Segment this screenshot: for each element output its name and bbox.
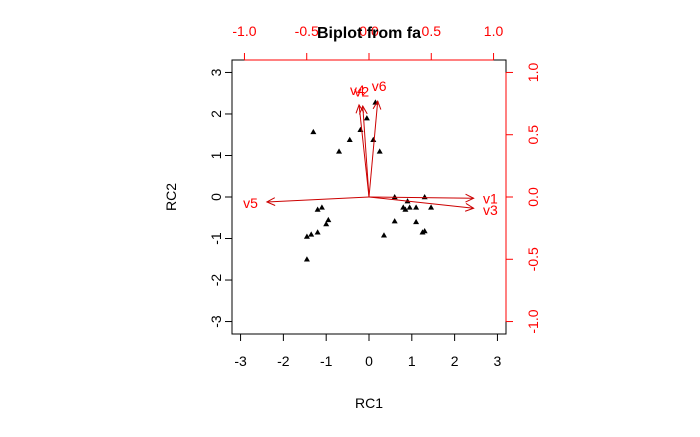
score-point <box>325 216 332 223</box>
x-axis-label: RC1 <box>355 395 383 411</box>
loading-label: v2 <box>354 84 369 100</box>
score-point <box>314 206 321 212</box>
loading-arrow-v1: v1 <box>368 190 498 206</box>
loading-arrow-v6: v6 <box>368 78 387 198</box>
arrow-shaft <box>362 106 370 198</box>
right-axis: -1.0 -0.5 0.0 0.5 1.0 <box>505 63 541 334</box>
loading-label: v3 <box>483 202 498 218</box>
left-tick-label: -2 <box>208 274 224 287</box>
top-tick-label: 0.5 <box>422 23 442 39</box>
right-tick-label: -0.5 <box>525 247 541 271</box>
right-tick-label: 0.5 <box>525 125 541 145</box>
score-point <box>318 204 325 210</box>
score-point <box>363 115 370 121</box>
loading-arrows: v1 v2 v3 v4 v5 v6 <box>243 78 498 218</box>
right-tick-label: 1.0 <box>525 63 541 83</box>
score-point <box>402 206 409 212</box>
score-point <box>308 231 315 237</box>
top-tick-label: -1.0 <box>232 23 256 39</box>
left-tick-label: 1 <box>208 151 224 159</box>
left-axis: -3 -2 -1 0 1 2 3 <box>208 68 233 328</box>
arrow-head <box>355 103 365 114</box>
score-point <box>357 126 364 132</box>
right-tick-label: -1.0 <box>525 309 541 333</box>
top-tick-label: -0.5 <box>295 23 319 39</box>
loading-label: v6 <box>372 78 387 94</box>
score-point <box>428 204 435 210</box>
score-point <box>370 136 377 142</box>
bottom-tick-label: -2 <box>277 353 290 369</box>
score-point <box>413 204 420 210</box>
loading-arrow-v2: v2 <box>354 84 370 198</box>
bottom-tick-label: -1 <box>320 353 333 369</box>
arrow-head <box>372 99 382 110</box>
score-point <box>419 229 426 235</box>
loading-arrow-v3: v3 <box>368 196 498 218</box>
left-tick-label: -3 <box>208 315 224 328</box>
loading-arrow-v4: v4 <box>350 82 370 198</box>
top-tick-label: 0.0 <box>359 23 379 39</box>
score-point <box>336 148 343 154</box>
score-point <box>323 220 330 227</box>
bottom-tick-label: 2 <box>451 353 459 369</box>
score-point <box>391 218 398 224</box>
score-point <box>303 233 310 239</box>
bottom-tick-label: 1 <box>408 353 416 369</box>
bottom-tick-label: -3 <box>234 353 247 369</box>
score-point <box>376 148 383 154</box>
loading-label: v1 <box>483 190 498 206</box>
left-tick-label: 2 <box>208 110 224 118</box>
arrow-shaft <box>358 104 370 198</box>
y-axis-label: RC2 <box>163 183 179 211</box>
arrow-head <box>465 193 475 203</box>
score-point <box>346 136 353 142</box>
loading-arrow-v5: v5 <box>243 195 370 211</box>
score-point <box>406 204 413 210</box>
arrow-shaft <box>368 196 474 209</box>
chart-title: Biplot from fa <box>317 25 421 42</box>
left-tick-label: 0 <box>208 193 224 201</box>
score-point <box>310 128 317 135</box>
score-point <box>314 229 321 235</box>
arrow-shaft <box>368 101 379 198</box>
arrow-head <box>464 203 475 212</box>
arrow-shaft <box>266 196 370 203</box>
right-tick-label: 0.0 <box>525 187 541 207</box>
arrow-head <box>265 197 276 206</box>
bottom-axis: -3 -2 -1 0 1 2 3 <box>234 333 502 369</box>
top-tick-label: 1.0 <box>484 23 504 39</box>
score-points <box>303 99 435 262</box>
left-tick-label: -1 <box>208 232 224 245</box>
bottom-tick-label: 3 <box>494 353 502 369</box>
score-point <box>391 194 398 200</box>
top-axis: -1.0 -0.5 0.0 0.5 1.0 <box>232 23 504 61</box>
loading-label: v4 <box>350 82 365 98</box>
score-point <box>303 256 310 262</box>
bottom-tick-label: 0 <box>365 353 373 369</box>
score-point <box>413 218 420 225</box>
score-point <box>421 194 428 200</box>
arrow-head <box>358 104 368 115</box>
left-tick-label: 3 <box>208 68 224 76</box>
arrow-shaft <box>368 196 474 199</box>
score-point <box>380 232 387 238</box>
loading-label: v5 <box>243 195 258 211</box>
